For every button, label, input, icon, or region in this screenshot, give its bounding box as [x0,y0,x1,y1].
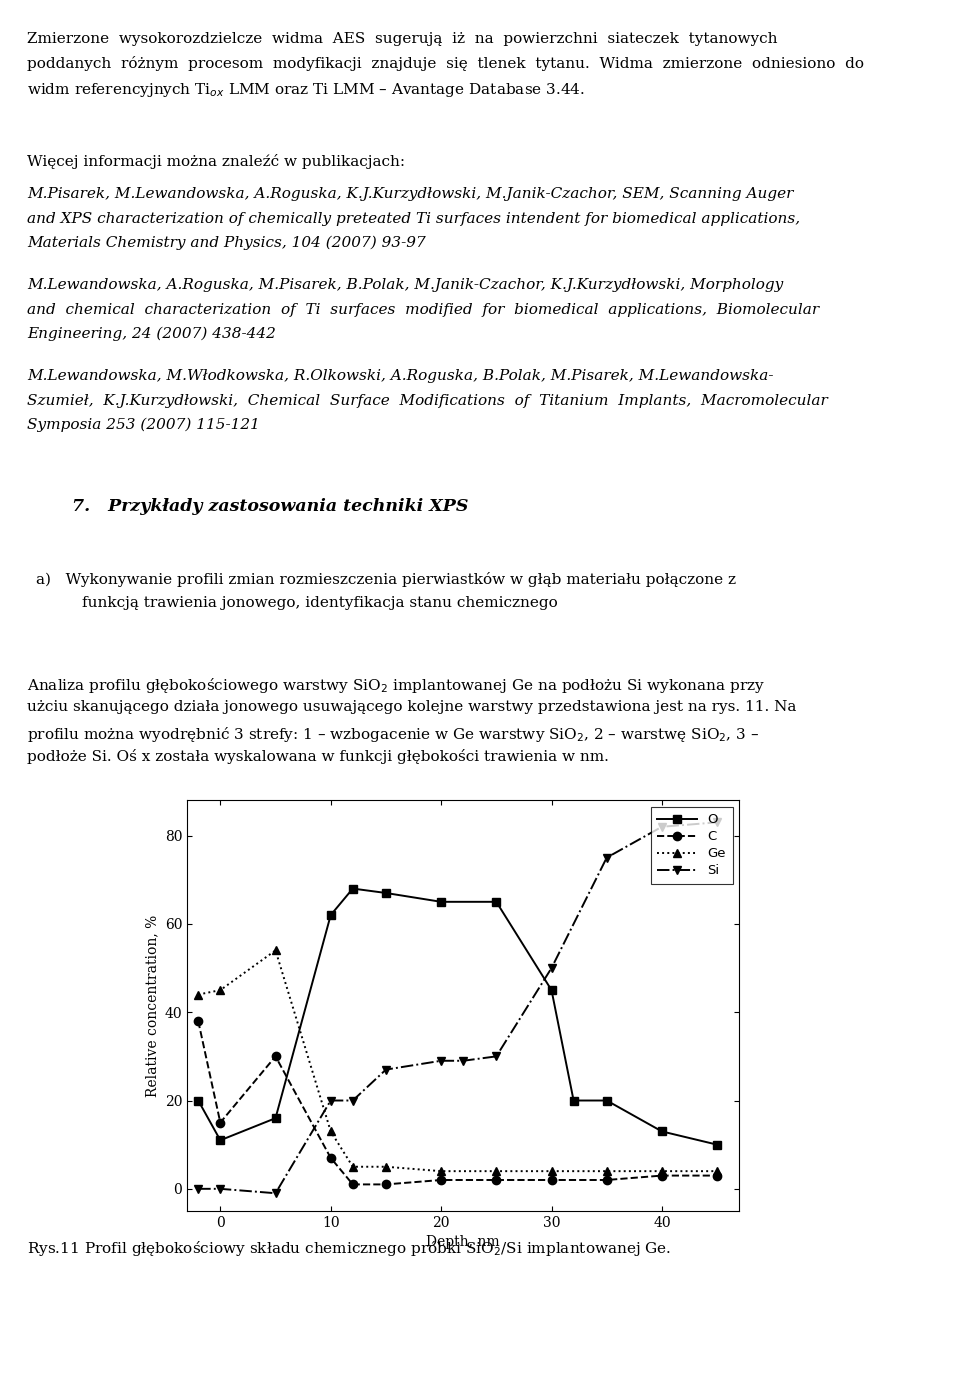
Si [711,814,723,831]
O [546,981,558,998]
Si [380,1061,392,1077]
X-axis label: Depth, nm: Depth, nm [426,1235,500,1249]
Ge [711,1162,723,1179]
Ge [491,1162,502,1179]
Text: M.Pisarek, M.Lewandowska, A.Roguska, K.J.Kurzydłowski, M.Janik-Czachor, SEM, Sca: M.Pisarek, M.Lewandowska, A.Roguska, K.J… [27,188,793,202]
Text: Symposia 253 (2007) 115-121: Symposia 253 (2007) 115-121 [27,418,260,433]
O [348,880,359,896]
Ge [601,1162,612,1179]
Line: O: O [194,884,721,1148]
Text: M.Lewandowska, A.Roguska, M.Pisarek, B.Polak, M.Janik-Czachor, K.J.Kurzydłowski,: M.Lewandowska, A.Roguska, M.Pisarek, B.P… [27,278,783,292]
O [380,885,392,902]
O [324,906,337,923]
Ge [380,1158,392,1175]
C [601,1172,612,1189]
Text: Szumieł,  K.J.Kurzydłowski,  Chemical  Surface  Modifications  of  Titanium  Imp: Szumieł, K.J.Kurzydłowski, Chemical Surf… [27,394,828,408]
Text: Rys.11 Profil głębokościowy składu chemicznego próbki SiO$_2$/Si implantowanej G: Rys.11 Profil głębokościowy składu chemi… [27,1239,671,1258]
Text: podłoże Si. Oś x została wyskalowana w funkcji głębokości trawienia w nm.: podłoże Si. Oś x została wyskalowana w f… [27,749,609,764]
Ge [215,981,227,998]
O [491,894,502,910]
Text: and XPS characterization of chemically preteated Ti surfaces intendent for biome: and XPS characterization of chemically p… [27,212,800,226]
O [711,1136,723,1153]
Text: 7.   Przykłady zastosowania techniki XPS: 7. Przykłady zastosowania techniki XPS [72,498,468,515]
Si [436,1052,447,1069]
O [657,1123,668,1140]
Ge [192,986,204,1002]
Text: poddanych  różnym  procesom  modyfikacji  znajduje  się  tlenek  tytanu.  Widma : poddanych różnym procesom modyfikacji zn… [27,56,864,71]
Ge [436,1162,447,1179]
C [348,1176,359,1193]
Ge [324,1123,337,1140]
O [601,1093,612,1109]
Si [215,1180,227,1197]
Text: Zmierzone  wysokorozdzielcze  widma  AES  sugerują  iż  na  powierzchni  siatecz: Zmierzone wysokorozdzielcze widma AES su… [27,32,778,46]
Text: M.Lewandowska, M.Włodkowska, R.Olkowski, A.Roguska, B.Polak, M.Pisarek, M.Lewand: M.Lewandowska, M.Włodkowska, R.Olkowski,… [27,369,774,383]
Text: Materials Chemistry and Physics, 104 (2007) 93-97: Materials Chemistry and Physics, 104 (20… [27,237,425,251]
Si [458,1052,469,1069]
O [192,1093,204,1109]
Line: Si: Si [194,818,721,1197]
Ge [546,1162,558,1179]
Text: Analiza profilu głębokościowego warstwy SiO$_2$ implantowanej Ge na podłożu Si w: Analiza profilu głębokościowego warstwy … [27,677,765,695]
Si [270,1185,281,1201]
C [436,1172,447,1189]
C [324,1150,337,1166]
Text: funkcją trawienia jonowego, identyfikacja stanu chemicznego: funkcją trawienia jonowego, identyfikacj… [82,596,558,610]
C [657,1168,668,1185]
Si [192,1180,204,1197]
Si [348,1093,359,1109]
Text: profilu można wyodrębnić 3 strefy: 1 – wzbogacenie w Ge warstwy SiO$_2$, 2 – war: profilu można wyodrębnić 3 strefy: 1 – w… [27,725,759,743]
Si [491,1048,502,1065]
Legend: O, C, Ge, Si: O, C, Ge, Si [651,807,732,884]
Text: a)   Wykonywanie profili zmian rozmieszczenia pierwiastków w głąb materiału połą: a) Wykonywanie profili zmian rozmieszcze… [36,572,736,586]
Text: Więcej informacji można znaleźć w publikacjach:: Więcej informacji można znaleźć w publik… [27,155,405,168]
O [568,1093,580,1109]
O [215,1132,227,1148]
C [546,1172,558,1189]
C [711,1168,723,1185]
Line: Ge: Ge [194,947,721,1175]
Ge [657,1162,668,1179]
Si [546,959,558,976]
O [270,1109,281,1126]
Ge [270,942,281,959]
C [380,1176,392,1193]
C [270,1048,281,1065]
Ge [348,1158,359,1175]
C [215,1114,227,1130]
Line: C: C [194,1018,721,1189]
Y-axis label: Relative concentration, %: Relative concentration, % [145,915,159,1097]
Si [324,1093,337,1109]
O [436,894,447,910]
Si [657,818,668,835]
Text: Engineering, 24 (2007) 438-442: Engineering, 24 (2007) 438-442 [27,327,276,341]
Text: widm referencyjnych Ti$_{ox}$ LMM oraz Ti LMM – Avantage Database 3.44.: widm referencyjnych Ti$_{ox}$ LMM oraz T… [27,81,585,99]
Text: użciu skanującego działa jonowego usuwającego kolejne warstwy przedstawiona jest: użciu skanującego działa jonowego usuwaj… [27,700,796,714]
Si [601,849,612,866]
C [491,1172,502,1189]
Text: and  chemical  characterization  of  Ti  surfaces  modified  for  biomedical  ap: and chemical characterization of Ti surf… [27,302,819,316]
C [192,1013,204,1030]
